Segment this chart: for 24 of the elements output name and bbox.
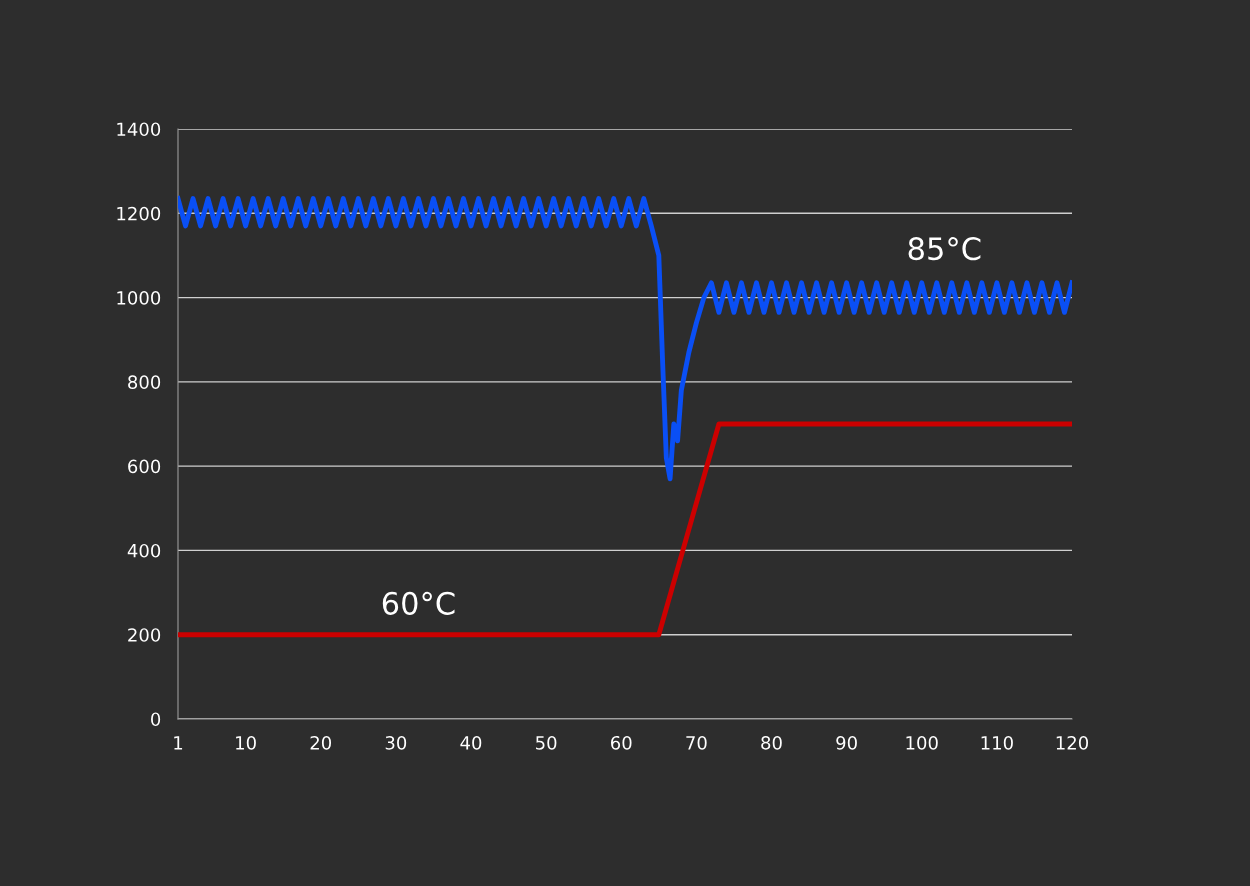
- y-tick-label: 800: [128, 375, 161, 389]
- x-tick-label: 110: [981, 735, 1013, 750]
- y-tick-label: 0: [151, 712, 161, 727]
- y-tick-label: 1000: [117, 291, 161, 305]
- x-tick-label: 60: [611, 735, 632, 750]
- y-tick-label: 200: [128, 628, 161, 642]
- x-tick-label: 80: [761, 735, 782, 750]
- x-tick-label: 120: [1056, 735, 1089, 750]
- x-tick-label: 1: [174, 736, 183, 750]
- line-series: [178, 196, 1072, 482]
- x-tick-label: 50: [536, 735, 557, 750]
- series-label: 60°C: [382, 591, 455, 615]
- x-tick-label: 70: [686, 735, 707, 750]
- y-tick-label: 1400: [117, 122, 161, 137]
- series-label: 85°C: [908, 237, 981, 261]
- x-tick-label: 20: [310, 735, 332, 750]
- x-tick-label: 100: [906, 735, 938, 750]
- y-tick-label: 1200: [117, 206, 161, 221]
- x-tick-label: 40: [460, 735, 482, 750]
- y-tick-label: 400: [127, 543, 161, 558]
- y-tick-label: 600: [128, 459, 161, 474]
- x-tick-label: 30: [385, 735, 407, 750]
- x-tick-label: 90: [836, 735, 857, 750]
- x-tick-label: 10: [236, 735, 256, 750]
